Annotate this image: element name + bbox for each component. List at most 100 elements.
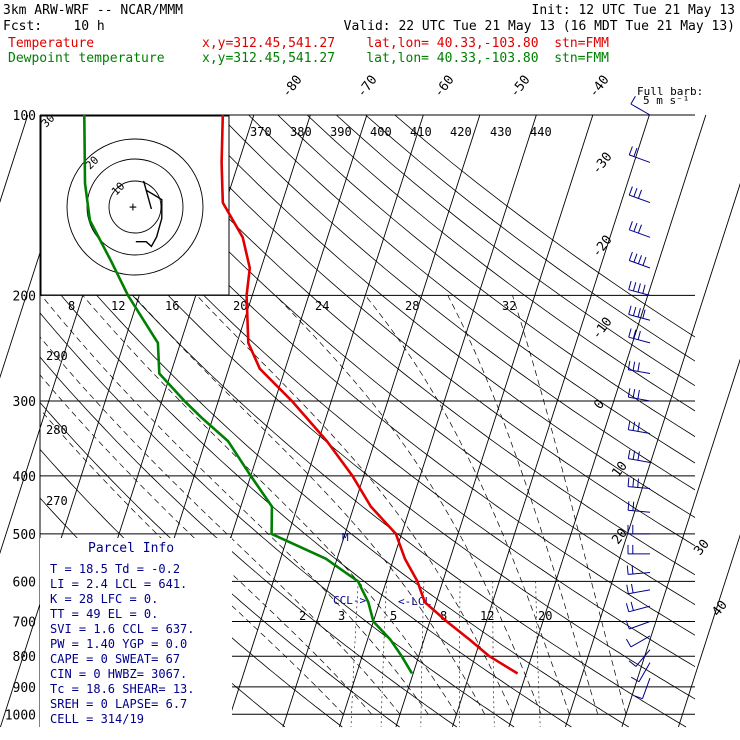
wind-barb-feather	[627, 420, 631, 430]
upper-mixing-label: 24	[315, 299, 329, 313]
m-label: M	[342, 531, 349, 544]
temperature-tick-label: -80	[279, 73, 305, 101]
wind-barb	[628, 280, 651, 296]
wind-barb	[633, 677, 651, 700]
dry-adiabat	[365, 115, 695, 362]
upper-mixing-label: 16	[165, 299, 179, 313]
wind-barb	[626, 583, 651, 595]
isotherm	[621, 358, 740, 728]
dry-adiabat	[43, 115, 695, 668]
parcel-info-row: TT = 49 EL = 0.	[50, 607, 158, 621]
mixing-ratio-line	[458, 581, 461, 728]
wind-barb-feather	[625, 620, 630, 630]
parcel-info-row: T = 18.5 Td = -0.2	[50, 562, 180, 576]
parcel-info-box: Parcel Info T = 18.5 Td = -0.2LI = 2.4 L…	[40, 538, 232, 728]
moist-adiabat	[512, 295, 627, 715]
wind-barb-feather	[628, 328, 632, 338]
mixing-ratio-line	[350, 581, 359, 728]
dry-adiabat	[189, 115, 695, 518]
temperature-profile	[220, 115, 519, 675]
wind-barb-feather	[642, 256, 647, 266]
wind-barb-feather	[637, 478, 639, 488]
theta-e-label: 380	[290, 125, 312, 139]
wind-barb-feather	[628, 221, 633, 230]
header-model: 3km ARW-WRF -- NCAR/MMM	[3, 3, 183, 18]
isotherm	[451, 114, 650, 728]
pressure-tick-label: 500	[13, 528, 36, 543]
wind-barb-feather	[642, 284, 646, 294]
theta-label: 290	[46, 349, 68, 363]
wind-barb-feather	[633, 253, 638, 263]
header-valid: Valid: 22 UTC Tue 21 May 13 (16 MDT Tue …	[344, 19, 735, 34]
wind-barb-feather	[637, 451, 640, 461]
header-init: Init: 12 UTC Tue 21 May 13	[532, 3, 736, 18]
theta-e-label: 410	[410, 125, 432, 139]
parcel-info-row: K = 28 LFC = 0.	[50, 592, 158, 606]
theta-e-label: 440	[530, 125, 552, 139]
mixing-ratio-line	[420, 581, 425, 727]
wind-barb-feather	[628, 305, 632, 315]
wind-barb-staff	[629, 154, 651, 163]
wind-barb	[628, 305, 651, 321]
dry-adiabat	[72, 115, 695, 636]
parcel-info-row: SVI = 1.6 CCL = 637.	[50, 622, 195, 636]
isotherm	[508, 114, 707, 728]
hodograph-ring	[108, 180, 162, 234]
parcel-info-row: CAPE = 0 SWEAT= 67	[50, 652, 180, 666]
temperature-tick-label: 40	[709, 598, 730, 620]
dry-adiabat	[219, 115, 695, 491]
wind-barb	[626, 565, 651, 575]
wind-barb-feather	[633, 188, 638, 197]
parcel-info-row: PW = 1.40 YGP = 0.0	[50, 637, 187, 651]
wind-barb	[627, 449, 651, 463]
mixing-ratio-label: 3	[338, 609, 345, 623]
wind-barb	[625, 601, 651, 613]
wind-barb-feather	[633, 147, 638, 157]
temperature-tick-label: -70	[354, 73, 380, 101]
isotherm	[677, 534, 740, 728]
wind-barb	[628, 649, 651, 667]
wind-barb-staff	[628, 314, 651, 321]
mixing-ratio-label: 5	[390, 609, 397, 623]
wind-barb-feather	[637, 422, 640, 432]
wind-barb	[627, 501, 651, 513]
theta-e-label: 400	[370, 125, 392, 139]
theta-e-label: 430	[490, 125, 512, 139]
wind-barb	[630, 662, 651, 683]
wind-barb-feather	[637, 224, 642, 234]
theta-e-label: 370	[250, 125, 272, 139]
wind-barb-feather	[637, 189, 642, 199]
dry-adiabat	[277, 115, 695, 438]
pressure-tick-label: 200	[13, 289, 36, 304]
wind-barb	[627, 388, 651, 402]
parcel-info-row: LI = 2.4 LCL = 641.	[50, 577, 187, 591]
parcel-info-title: Parcel Info	[88, 541, 174, 556]
dry-adiabat	[131, 115, 695, 576]
wind-barb-feather	[632, 361, 636, 371]
legend-temperature-location: x,y=312.45,541.27 lat,lon= 40.33,-103.80…	[202, 36, 609, 51]
pressure-tick-label: 400	[13, 470, 36, 485]
wind-barb-feather	[642, 309, 646, 319]
wind-barb-feather	[627, 449, 631, 459]
wind-barb-feather	[631, 583, 634, 593]
mixing-ratio-label: 20	[538, 609, 552, 623]
hodograph-frame	[40, 115, 230, 296]
wind-barb-staff	[628, 336, 651, 344]
temperature-tick-label: -50	[507, 73, 533, 101]
mixing-ratio-line	[492, 581, 495, 728]
theta-label: 280	[46, 423, 68, 437]
wind-barb-staff	[630, 635, 651, 648]
wind-barb	[630, 95, 651, 116]
wind-barb-staff	[628, 396, 651, 402]
wind-barb-feather	[625, 638, 632, 648]
isotherm	[564, 182, 740, 728]
temperature-tick-label: -60	[431, 73, 457, 101]
wind-barb-staff	[628, 458, 651, 463]
ccl-label: CCL->	[333, 594, 366, 607]
theta-label: 270	[46, 494, 68, 508]
wind-barb-staff	[629, 194, 651, 204]
isotherm	[338, 114, 537, 728]
wind-barb	[627, 524, 651, 535]
theta-e-label: 390	[330, 125, 352, 139]
